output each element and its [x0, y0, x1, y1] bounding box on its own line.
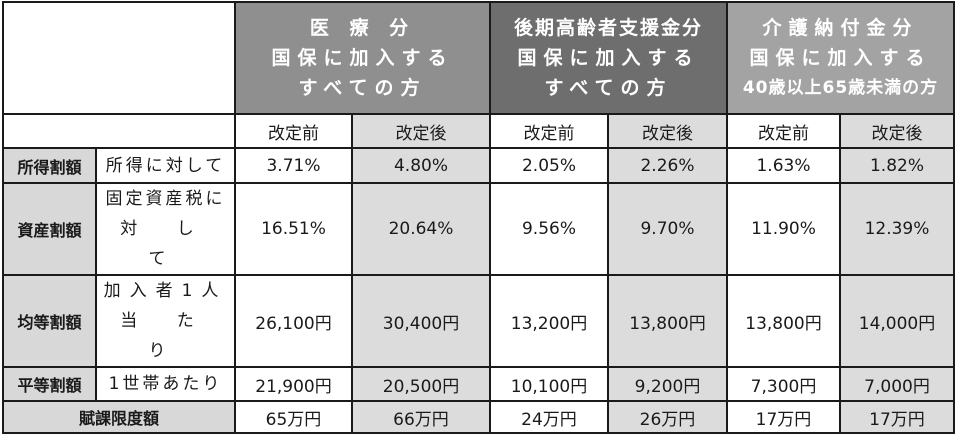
row-label: 所得割額	[2, 147, 97, 184]
group-header-elderly-support: 後期高齢者支援金分 国保に加入する すべての方	[489, 1, 728, 115]
group-header-nursing-care: 介護納付金分 国保に加入する 40歳以上65歳未満の方	[726, 1, 955, 115]
group-target: 国保に加入する	[271, 47, 454, 69]
value-cell: 9,200円	[607, 366, 728, 402]
footer-row: 賦課限度額 65万円 66万円 24万円 26万円 17万円 17万円	[2, 400, 955, 434]
value-cell: 3.71%	[234, 147, 353, 184]
value-cell: 9.70%	[607, 182, 728, 276]
value-cell: 10,100円	[489, 366, 609, 402]
value-cell: 13,200円	[489, 274, 609, 368]
value-cell: 26万円	[607, 400, 728, 434]
group-target-scope: すべての方	[544, 77, 673, 99]
sub-header-after: 改定後	[351, 113, 491, 149]
group-title: 医 療 分	[309, 17, 416, 39]
value-cell: 12.39%	[839, 182, 955, 276]
row-description: 固定資産税に 対 し て	[95, 182, 236, 276]
row-description: 加入者1人 当 た り	[95, 274, 236, 368]
footer-label: 賦課限度額	[2, 400, 236, 434]
group-target: 国保に加入する	[517, 47, 700, 69]
value-cell: 66万円	[351, 400, 491, 434]
value-cell: 26,100円	[234, 274, 353, 368]
value-cell: 30,400円	[351, 274, 491, 368]
table-row: 資産割額 固定資産税に 対 し て 16.51% 20.64% 9.56% 9.…	[2, 182, 955, 276]
row-label: 資産割額	[2, 182, 97, 276]
group-title: 後期高齢者支援金分	[513, 17, 703, 39]
sub-header-after: 改定後	[839, 113, 955, 149]
sub-header-before: 改定前	[726, 113, 841, 149]
value-cell: 14,000円	[839, 274, 955, 368]
value-cell: 17万円	[726, 400, 841, 434]
row-description: 所得に対して	[95, 147, 236, 184]
value-cell: 2.05%	[489, 147, 609, 184]
group-target-scope: すべての方	[298, 77, 427, 99]
value-cell: 20,500円	[351, 366, 491, 402]
value-cell: 13,800円	[607, 274, 728, 368]
value-cell: 1.82%	[839, 147, 955, 184]
value-cell: 7,300円	[726, 366, 841, 402]
value-cell: 17万円	[839, 400, 955, 434]
table-row: 平等割額 1世帯あたり 21,900円 20,500円 10,100円 9,20…	[2, 366, 955, 402]
sub-header-before: 改定前	[234, 113, 353, 149]
value-cell: 13,800円	[726, 274, 841, 368]
table-row: 所得割額 所得に対して 3.71% 4.80% 2.05% 2.26% 1.63…	[2, 147, 955, 184]
value-cell: 1.63%	[726, 147, 841, 184]
value-cell: 24万円	[489, 400, 609, 434]
corner-cell	[2, 1, 236, 115]
value-cell: 65万円	[234, 400, 353, 434]
value-cell: 21,900円	[234, 366, 353, 402]
value-cell: 4.80%	[351, 147, 491, 184]
value-cell: 7,000円	[839, 366, 955, 402]
row-description: 1世帯あたり	[95, 366, 236, 402]
group-target: 国保に加入する	[749, 47, 932, 69]
group-title: 介護納付金分	[762, 17, 919, 39]
sub-header-after: 改定後	[607, 113, 728, 149]
group-header-medical: 医 療 分 国保に加入する すべての方	[234, 1, 491, 115]
table-row: 均等割額 加入者1人 当 た り 26,100円 30,400円 13,200円…	[2, 274, 955, 368]
row-label: 均等割額	[2, 274, 97, 368]
corner-cell	[2, 113, 236, 149]
value-cell: 9.56%	[489, 182, 609, 276]
value-cell: 11.90%	[726, 182, 841, 276]
group-target-scope: 40歳以上65歳未満の方	[742, 78, 939, 98]
value-cell: 2.26%	[607, 147, 728, 184]
sub-header-before: 改定前	[489, 113, 609, 149]
value-cell: 20.64%	[351, 182, 491, 276]
row-label: 平等割額	[2, 366, 97, 402]
value-cell: 16.51%	[234, 182, 353, 276]
